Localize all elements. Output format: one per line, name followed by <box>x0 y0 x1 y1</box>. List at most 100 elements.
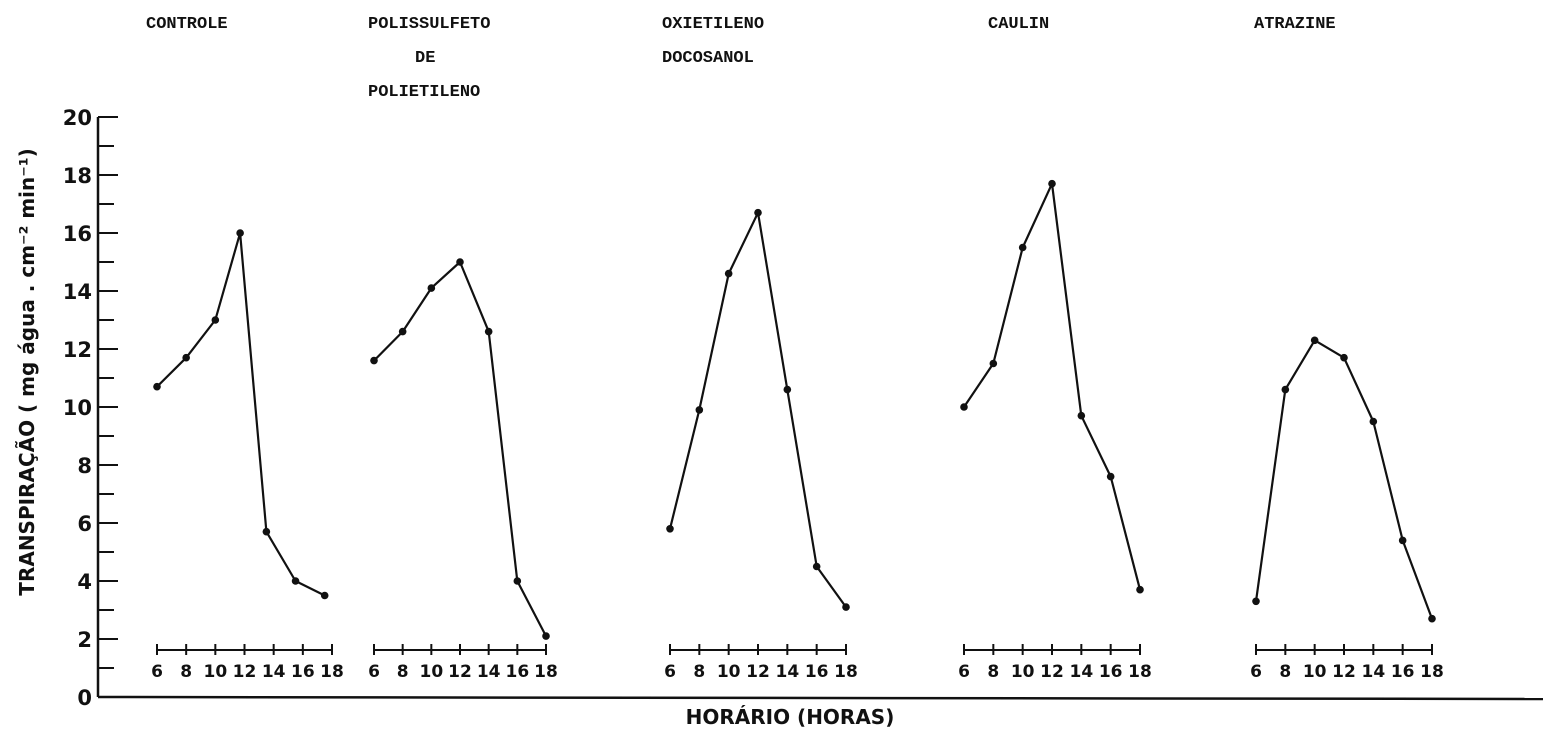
y-tick-label: 20 <box>63 106 92 130</box>
data-point <box>1369 417 1378 426</box>
panel-x-tick-label: 16 <box>291 662 315 682</box>
panel: OXIETILENO DOCOSANOL 6 8 10 12 14 16 18 <box>662 15 858 682</box>
panel-title-line: POLISSULFETO <box>368 15 490 34</box>
panel-x-tick-label: 8 <box>397 662 409 682</box>
panel-x-tick-label: 18 <box>834 662 858 682</box>
panel-x-tick-label: 6 <box>151 662 163 682</box>
x-baseline-line <box>97 695 1543 701</box>
panel-x-tick-label: 6 <box>1250 662 1262 682</box>
x-axis-title: HORÁRIO (HORAS) <box>686 705 895 729</box>
panel-title-line: DE <box>415 49 435 68</box>
data-point <box>182 353 190 362</box>
y-tick-label: 0 <box>77 686 92 710</box>
panel-x-tick-label: 10 <box>203 662 227 682</box>
data-point <box>398 327 407 336</box>
y-tick-label: 4 <box>77 570 92 594</box>
panel: ATRAZINE 6 8 10 12 14 16 18 <box>1250 15 1444 682</box>
panel-x-tick-label: 6 <box>664 662 676 682</box>
data-point <box>724 269 733 278</box>
panel-title-line: OXIETILENO <box>662 15 764 34</box>
panel-x-tick-label: 12 <box>746 662 770 682</box>
data-point <box>211 316 220 324</box>
data-point <box>1398 536 1407 545</box>
data-point <box>236 229 244 237</box>
data-point <box>427 284 436 292</box>
series-line <box>1254 339 1434 620</box>
data-point <box>695 406 704 414</box>
y-axis: 0 2 4 6 8 10 12 14 16 18 20 <box>63 106 118 710</box>
panel-x-tick-label: 18 <box>320 662 344 682</box>
data-point <box>1077 411 1086 420</box>
panel-x-tick-label: 10 <box>1011 662 1035 682</box>
panel-x-tick-label: 8 <box>987 662 999 682</box>
data-point <box>666 525 674 533</box>
data-point <box>1310 336 1319 345</box>
data-point <box>812 562 821 571</box>
data-point <box>1340 353 1348 362</box>
series-line <box>156 231 326 597</box>
panel-x-tick-label: 14 <box>477 662 501 682</box>
data-point <box>456 258 464 266</box>
panel-title-line: DOCOSANOL <box>662 49 754 68</box>
data-point <box>1428 614 1436 623</box>
data-point <box>1136 585 1144 594</box>
data-point <box>320 591 329 600</box>
y-tick-label: 18 <box>63 164 92 188</box>
panel-title-line: POLIETILENO <box>368 83 480 102</box>
panel-x-tick-label: 14 <box>1069 662 1093 682</box>
x-baseline <box>97 695 1543 701</box>
panel-x-tick-label: 16 <box>505 662 529 682</box>
data-point <box>262 527 271 536</box>
series-line <box>963 182 1142 590</box>
panel-x-tick-label: 14 <box>775 662 799 682</box>
panel-x-tick-label: 18 <box>1420 662 1444 682</box>
panel-x-tick-label: 6 <box>368 662 380 682</box>
data-point <box>484 327 493 336</box>
panel-title-line: CAULIN <box>988 15 1049 34</box>
y-tick-label: 10 <box>63 396 92 420</box>
panel-x-tick-label: 16 <box>1099 662 1123 682</box>
data-point <box>513 577 522 585</box>
panel: CONTROLE 6 8 10 12 14 16 18 <box>146 15 344 682</box>
panel-x-tick-label: 8 <box>180 662 192 682</box>
panel-title-line: ATRAZINE <box>1254 15 1336 34</box>
data-point <box>1048 179 1056 188</box>
panel-x-tick-label: 18 <box>534 662 558 682</box>
data-point <box>1106 472 1115 481</box>
y-axis-title: TRANSPIRAÇÃO ( mg água . cm⁻² min⁻¹) <box>15 148 39 595</box>
data-point <box>783 385 792 394</box>
data-point <box>153 382 161 391</box>
panel-x-tick-label: 14 <box>1361 662 1385 682</box>
panel-x-tick-label: 10 <box>419 662 443 682</box>
panel-x-tick-label: 12 <box>1040 662 1064 682</box>
data-point <box>1252 597 1260 606</box>
panel-x-tick-label: 16 <box>805 662 829 682</box>
y-tick-label: 12 <box>63 338 92 362</box>
y-tick-label: 6 <box>77 512 92 536</box>
panel-x-tick-label: 8 <box>1279 662 1291 682</box>
panel-x-tick-label: 10 <box>1303 662 1327 682</box>
y-tick-label: 8 <box>77 454 92 478</box>
panel: POLISSULFETO DE POLIETILENO 6 8 10 12 14 16 18 <box>368 15 558 682</box>
panel-x-tick-label: 14 <box>262 662 286 682</box>
panel-x-tick-label: 8 <box>693 662 705 682</box>
panel-x-tick-label: 12 <box>233 662 257 682</box>
y-tick-label: 16 <box>63 222 92 246</box>
data-point <box>291 577 300 585</box>
panel-x-tick-label: 6 <box>958 662 970 682</box>
panel-x-tick-label: 12 <box>448 662 472 682</box>
panel-title-line: CONTROLE <box>146 15 228 34</box>
data-point <box>370 356 378 365</box>
panel-x-tick-label: 10 <box>717 662 741 682</box>
data-point <box>542 632 550 640</box>
data-point <box>754 208 762 217</box>
panel-x-tick-label: 16 <box>1391 662 1415 682</box>
panel: CAULIN 6 8 10 12 14 16 18 <box>958 15 1152 682</box>
panel-x-tick-label: 12 <box>1332 662 1356 682</box>
data-point <box>1281 385 1290 394</box>
data-point <box>960 403 968 411</box>
data-point <box>1018 243 1027 252</box>
y-tick-label: 2 <box>77 628 92 652</box>
